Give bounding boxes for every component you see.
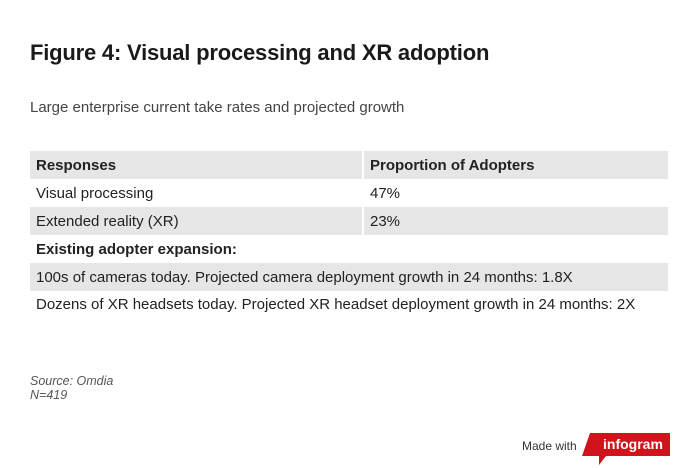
row-value: 47%: [370, 184, 401, 202]
table-row: Extended reality (XR) 23%: [30, 207, 668, 235]
adoption-table: Responses Proportion of Adopters Visual …: [30, 151, 668, 341]
sample-size: N=419: [30, 388, 68, 402]
note-cameras: 100s of cameras today. Projected camera …: [30, 263, 668, 291]
source-line: Source: Omdia: [30, 374, 114, 388]
source-note: Source: Omdia N=419: [30, 374, 113, 402]
note-row: Dozens of XR headsets today. Projected X…: [30, 291, 668, 341]
infogram-brand[interactable]: infogram: [603, 436, 663, 452]
made-with-label: Made with: [522, 439, 577, 453]
header-proportion: Proportion of Adopters: [363, 151, 668, 179]
note-headsets: Dozens of XR headsets today. Projected X…: [36, 296, 636, 313]
table-header-row: Responses Proportion of Adopters: [30, 151, 668, 179]
note-row: 100s of cameras today. Projected camera …: [30, 263, 668, 291]
section-label: Existing adopter expansion:: [36, 240, 237, 258]
row-label: Visual processing: [30, 179, 364, 207]
table-row: Visual processing 47%: [30, 179, 668, 207]
figure-subtitle: Large enterprise current take rates and …: [30, 99, 405, 116]
row-label: Extended reality (XR): [30, 207, 364, 235]
header-responses: Responses: [30, 151, 364, 179]
section-row: Existing adopter expansion:: [30, 235, 668, 263]
infogram-logo-icon[interactable]: [582, 432, 672, 466]
row-value: 23%: [363, 207, 668, 235]
figure-title: Figure 4: Visual processing and XR adopt…: [30, 40, 490, 65]
